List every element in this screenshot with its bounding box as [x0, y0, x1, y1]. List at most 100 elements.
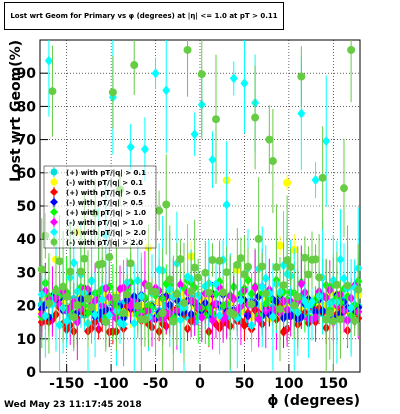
- data-point: [133, 301, 142, 310]
- legend-marker: [50, 218, 58, 226]
- data-point: [229, 310, 238, 319]
- data-point: [55, 257, 64, 266]
- data-point: [140, 144, 149, 155]
- y-tick-label: 10: [17, 332, 37, 348]
- data-point: [197, 312, 206, 323]
- data-point: [254, 234, 263, 243]
- data-point: [347, 302, 356, 313]
- legend-label: (-) with pT/|q| > 0.5: [66, 199, 143, 208]
- data-point: [158, 308, 167, 317]
- data-point: [311, 312, 320, 323]
- data-point: [350, 316, 359, 325]
- data-point: [265, 135, 274, 144]
- data-point: [48, 87, 57, 96]
- data-point: [66, 267, 75, 276]
- data-point: [279, 281, 288, 290]
- data-point: [251, 113, 260, 122]
- y-tick-label: 70: [17, 133, 37, 149]
- data-point: [144, 281, 153, 290]
- data-point: [254, 314, 263, 325]
- data-point: [340, 184, 348, 193]
- data-point: [176, 314, 185, 325]
- data-point: [293, 292, 302, 301]
- data-point: [340, 273, 348, 284]
- data-point: [190, 263, 199, 272]
- data-point: [283, 178, 292, 187]
- data-point: [208, 154, 217, 165]
- data-point: [130, 61, 139, 70]
- data-point: [73, 301, 82, 310]
- legend-label: (-) with pT/|q| > 1.0: [66, 219, 143, 228]
- data-point: [236, 295, 245, 306]
- chart-title: Lost wrt Geom for Primary vs φ (degrees)…: [10, 12, 278, 20]
- data-point: [155, 206, 164, 215]
- data-point: [201, 268, 210, 277]
- data-point: [208, 315, 217, 326]
- data-point: [55, 320, 64, 331]
- data-point: [332, 280, 341, 289]
- data-point: [336, 315, 345, 324]
- data-point: [219, 288, 228, 297]
- data-point: [336, 254, 345, 265]
- legend-label: (-) with pT/|q| > 2.0: [66, 239, 143, 248]
- data-point: [251, 282, 260, 293]
- data-point: [329, 317, 338, 326]
- data-point: [212, 115, 220, 124]
- data-point: [165, 275, 174, 284]
- series-7: [37, 40, 363, 372]
- data-point: [105, 253, 114, 262]
- data-point: [247, 300, 256, 309]
- data-point: [215, 310, 224, 321]
- x-tick-label: -150: [49, 376, 84, 392]
- data-point: [162, 85, 171, 96]
- data-point: [261, 289, 270, 298]
- data-point: [62, 316, 71, 327]
- x-tick-label: 100: [274, 376, 303, 392]
- data-point: [343, 281, 352, 290]
- data-point: [283, 256, 292, 265]
- data-point: [318, 173, 327, 182]
- data-point: [212, 278, 220, 289]
- y-tick-label: 0: [26, 365, 36, 381]
- y-tick-label: 80: [17, 99, 37, 115]
- chart-title-box: Lost wrt Geom for Primary vs φ (degrees)…: [4, 2, 284, 30]
- data-point: [222, 268, 231, 277]
- data-point: [268, 157, 277, 166]
- data-point: [112, 293, 121, 302]
- x-axis-label: ϕ (degrees): [267, 393, 360, 409]
- data-point: [62, 292, 71, 301]
- data-point: [87, 303, 96, 312]
- data-point: [80, 254, 89, 263]
- y-tick-label: 90: [17, 66, 37, 82]
- data-point: [52, 286, 60, 295]
- data-point: [258, 281, 267, 292]
- data-point: [183, 45, 192, 54]
- y-tick-label: 60: [17, 166, 37, 182]
- data-point: [119, 308, 128, 317]
- data-point: [354, 285, 363, 294]
- data-point: [76, 267, 85, 276]
- y-tick-label: 20: [17, 299, 37, 315]
- data-point: [290, 301, 299, 310]
- data-point: [126, 142, 135, 153]
- data-point: [215, 256, 224, 265]
- legend-marker: [50, 178, 58, 186]
- legend: (+) with pT/|q| > 0.1(-) with pT/|q| > 0…: [43, 165, 157, 249]
- data-point: [172, 290, 181, 299]
- data-point: [84, 294, 92, 303]
- legend-marker: [50, 238, 58, 246]
- legend-label: (+) with pT/|q| > 2.0: [66, 229, 146, 238]
- legend-marker: [50, 188, 58, 196]
- data-point: [69, 313, 78, 322]
- data-point: [126, 259, 135, 268]
- data-point: [347, 45, 356, 54]
- data-point: [297, 278, 306, 289]
- data-point: [44, 55, 53, 66]
- legend-label: (+) with pT/|q| > 0.5: [66, 189, 146, 198]
- data-point: [204, 288, 213, 297]
- data-point: [311, 255, 320, 264]
- data-point: [268, 311, 277, 322]
- data-point: [240, 270, 249, 279]
- data-point: [140, 315, 149, 324]
